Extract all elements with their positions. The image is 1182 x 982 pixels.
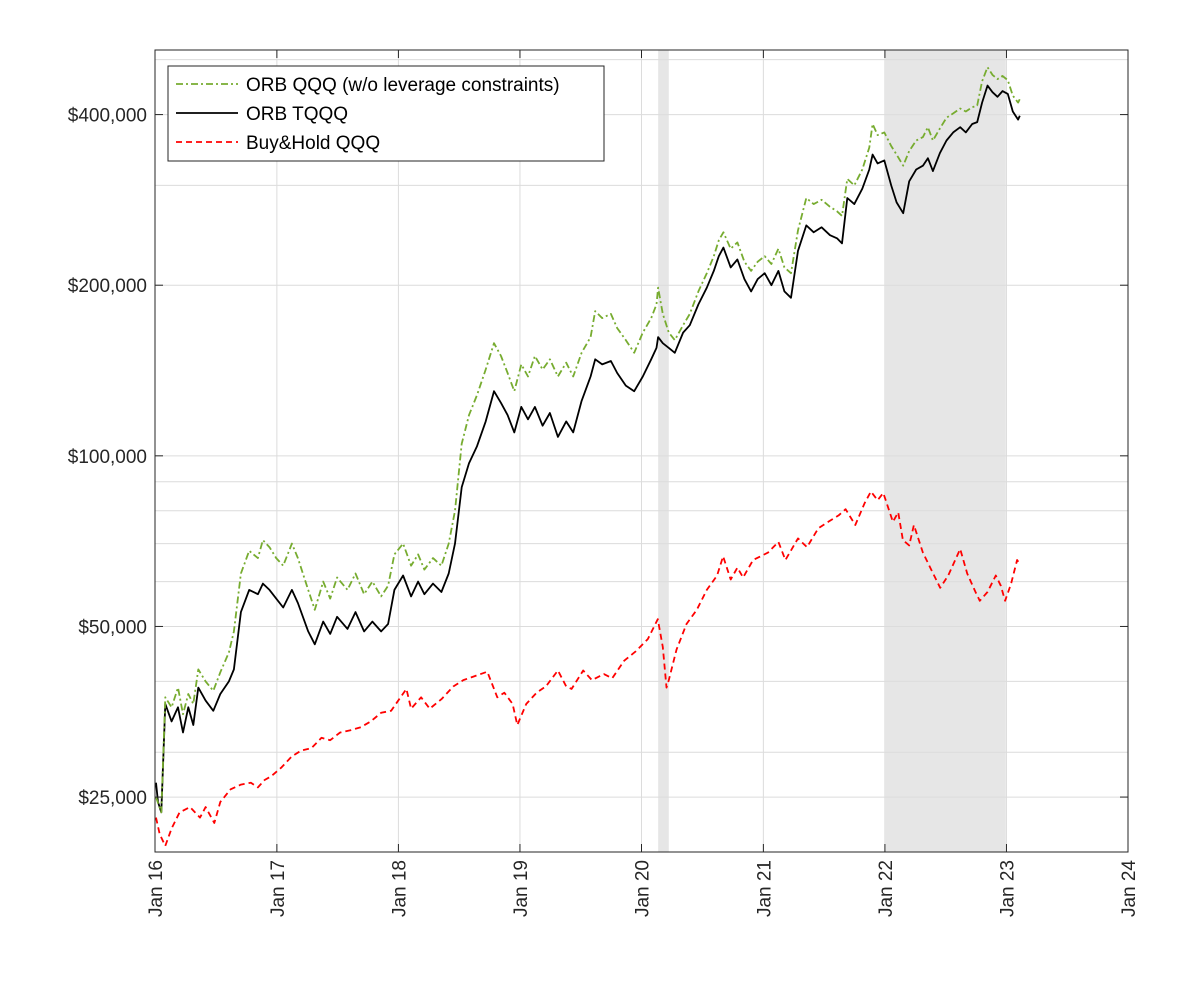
x-axis-ticks: Jan 16 Jan 17 Jan 18 Jan 19 Jan 20 Jan 21 Jan … bbox=[146, 50, 1140, 917]
x-tick-label: Jan 24 bbox=[1119, 860, 1140, 917]
legend-label: Buy&Hold QQQ bbox=[246, 133, 380, 154]
legend-box bbox=[167, 65, 605, 162]
y-tick-label: $400,000 bbox=[68, 106, 147, 127]
gridlines bbox=[154, 50, 1129, 852]
series-line-1 bbox=[155, 84, 1021, 814]
shaded-period-1 bbox=[885, 50, 1006, 852]
y-tick-label: $25,000 bbox=[78, 788, 147, 809]
x-tick-label: Jan 23 bbox=[997, 860, 1018, 917]
x-tick-label: Jan 22 bbox=[876, 860, 897, 917]
y-tick-label: $50,000 bbox=[78, 617, 147, 638]
series-lines bbox=[155, 66, 1021, 847]
x-tick-label: Jan 21 bbox=[754, 860, 775, 917]
shaded-period-0 bbox=[658, 50, 669, 852]
x-tick-label: Jan 16 bbox=[146, 860, 167, 917]
legend-label: ORB TQQQ bbox=[246, 104, 348, 125]
y-tick-label: $200,000 bbox=[68, 276, 147, 297]
y-axis-ticks: $25,000 $50,000 $100,000 $200,000 $400,000 bbox=[68, 106, 1128, 809]
x-tick-label: Jan 18 bbox=[389, 860, 410, 917]
x-tick-label: Jan 20 bbox=[633, 860, 654, 917]
legend-label: ORB QQQ (w/o leverage constraints) bbox=[246, 75, 560, 96]
x-tick-label: Jan 19 bbox=[511, 860, 532, 917]
series-line-2 bbox=[155, 490, 1021, 847]
legend: ORB QQQ (w/o leverage constraints) ORB TQ… bbox=[167, 65, 605, 162]
y-tick-label: $100,000 bbox=[68, 447, 147, 468]
x-tick-label: Jan 17 bbox=[268, 860, 289, 917]
shaded-periods bbox=[658, 50, 1006, 852]
series-line-0 bbox=[155, 66, 1021, 814]
